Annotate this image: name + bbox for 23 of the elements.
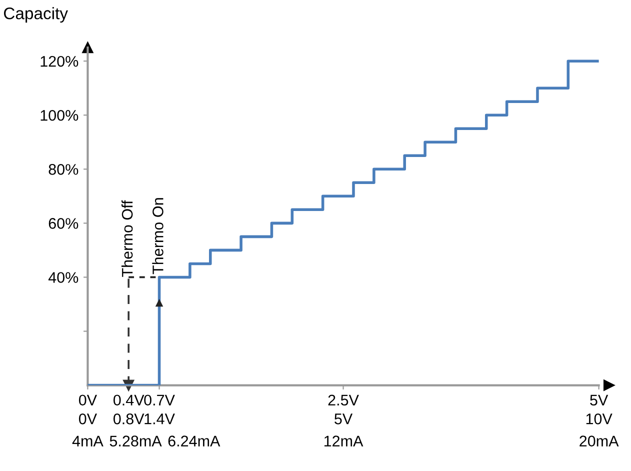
x2-tick-label: 5V [334, 414, 353, 424]
x-tick-label: 2.5V [328, 394, 359, 406]
y-tick-label: 100% [40, 110, 78, 121]
y-tick-label: 80% [48, 164, 78, 175]
x-tick-label: 0V [78, 394, 97, 406]
x-tick-label: 5V [590, 394, 608, 406]
ref-line-label: Thermo Off [121, 200, 133, 277]
text: 20mA [580, 436, 619, 446]
y-axis-title: Capacity [4, 7, 68, 23]
text: 12mA [324, 436, 364, 446]
y-tick-label: 120% [40, 56, 78, 67]
text: 6.24mA [168, 436, 220, 446]
x2-tick-label: 10V [586, 414, 612, 424]
x2-tick-label: 0V [78, 414, 97, 424]
annotation: Thermo On [152, 198, 164, 274]
y-tick-label: 60% [48, 218, 78, 229]
x-tick-label: 0.7V [144, 394, 175, 406]
y-tick-label: 40% [48, 272, 78, 283]
x-tick-label: 0.4V [113, 394, 144, 406]
x2-tick-label: 0.8V [113, 414, 144, 424]
text: 4mA [72, 436, 104, 446]
text: 5.28mA [110, 436, 162, 446]
x2-tick-label: 1.4V [144, 414, 175, 424]
